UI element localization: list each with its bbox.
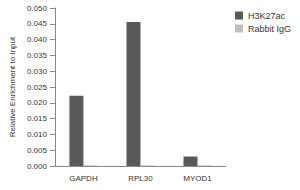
svg-text:0.035: 0.035 bbox=[27, 51, 48, 60]
svg-text:0.020: 0.020 bbox=[27, 98, 48, 107]
svg-text:GAPDH: GAPDH bbox=[69, 174, 98, 183]
svg-text:0.040: 0.040 bbox=[27, 35, 48, 44]
svg-text:0.045: 0.045 bbox=[27, 19, 48, 28]
svg-text:MYOD1: MYOD1 bbox=[183, 174, 212, 183]
svg-text:0.050: 0.050 bbox=[27, 4, 48, 13]
svg-text:0.000: 0.000 bbox=[27, 162, 48, 171]
svg-text:Rabbit IgG: Rabbit IgG bbox=[248, 24, 291, 34]
svg-text:Relative Enrichment to Input: Relative Enrichment to Input bbox=[8, 36, 17, 137]
svg-text:RPL30: RPL30 bbox=[128, 174, 153, 183]
svg-text:H3K27ac: H3K27ac bbox=[248, 11, 286, 21]
svg-text:0.010: 0.010 bbox=[27, 130, 48, 139]
svg-text:0.015: 0.015 bbox=[27, 114, 48, 123]
svg-text:0.025: 0.025 bbox=[27, 83, 48, 92]
svg-text:0.030: 0.030 bbox=[27, 67, 48, 76]
svg-text:0.005: 0.005 bbox=[27, 146, 48, 155]
